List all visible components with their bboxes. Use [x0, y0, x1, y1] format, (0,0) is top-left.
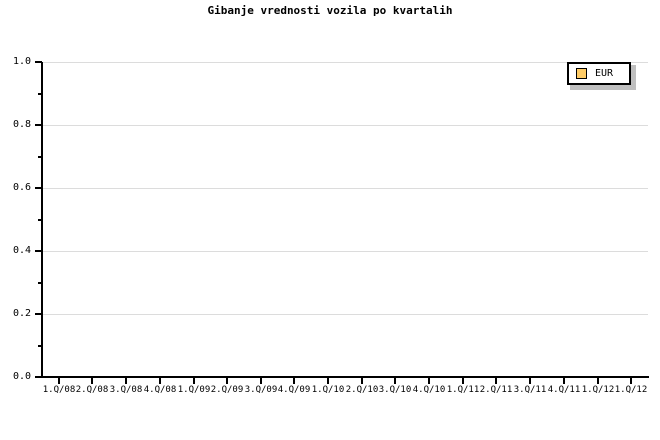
x-axis-tick [361, 378, 363, 384]
x-axis-tick [260, 378, 262, 384]
y-axis-label: 1.0 [12, 56, 31, 67]
y-axis-line [41, 62, 43, 378]
y-axis-tick-major [35, 187, 42, 189]
y-axis-label: 0.8 [12, 119, 31, 130]
gridline [42, 125, 648, 126]
legend-swatch-eur [576, 68, 587, 79]
y-axis-tick-minor [38, 218, 42, 221]
x-axis-label: 4.Q/09 [277, 385, 311, 395]
x-axis-label: 3.Q/10 [378, 385, 412, 395]
x-axis-label: 1.Q/12 [581, 385, 615, 395]
x-axis-tick [125, 378, 127, 384]
x-axis-tick [428, 378, 430, 384]
x-axis-tick [226, 378, 228, 384]
y-axis-label: 0.6 [12, 182, 31, 193]
x-axis-tick [462, 378, 464, 384]
y-axis-tick-major [35, 376, 42, 378]
y-axis-label: 0.4 [12, 245, 31, 256]
y-axis-tick-major [35, 124, 42, 126]
y-axis-tick-minor [38, 92, 42, 95]
x-axis-tick [193, 378, 195, 384]
x-axis-label: 1.Q/08 [42, 385, 76, 395]
x-axis-label: 2.Q/09 [210, 385, 244, 395]
y-axis-tick-major [35, 250, 42, 252]
x-axis-tick [563, 378, 565, 384]
x-axis-tick [529, 378, 531, 384]
x-axis-label: 2.Q/10 [345, 385, 379, 395]
gridline [42, 188, 648, 189]
x-axis-label: 1.Q/10 [311, 385, 345, 395]
chart-title: Gibanje vrednosti vozila po kvartalih [207, 4, 453, 17]
x-axis-label: 3.Q/11 [513, 385, 547, 395]
y-axis-tick-minor [38, 281, 42, 284]
x-axis-tick [495, 378, 497, 384]
gridline [42, 314, 648, 315]
x-axis-label: 3.Q/08 [109, 385, 143, 395]
y-axis-tick-minor [38, 344, 42, 347]
legend[interactable]: EUR [567, 62, 631, 85]
x-axis-label: 1.Q/12 [614, 385, 648, 395]
x-axis-tick [91, 378, 93, 384]
legend-label-eur: EUR [595, 68, 614, 79]
x-axis-label: 1.Q/09 [177, 385, 211, 395]
x-axis-line [41, 376, 649, 378]
gridline [42, 62, 648, 63]
y-axis-tick-minor [38, 155, 42, 158]
x-axis-label: 2.Q/08 [75, 385, 109, 395]
x-axis-tick [327, 378, 329, 384]
x-axis-tick [58, 378, 60, 384]
x-axis-label: 3.Q/09 [244, 385, 278, 395]
x-axis-tick [630, 378, 632, 384]
gridline [42, 251, 648, 252]
x-axis-label: 4.Q/10 [412, 385, 446, 395]
x-axis-tick [394, 378, 396, 384]
x-axis-label: 4.Q/08 [143, 385, 177, 395]
x-axis-label: 1.Q/11 [446, 385, 480, 395]
x-axis-tick [159, 378, 161, 384]
plot-area [42, 62, 648, 377]
x-axis-label: 2.Q/11 [479, 385, 513, 395]
x-axis-tick [293, 378, 295, 384]
y-axis-label: 0.2 [12, 308, 31, 319]
y-axis-label: 0.0 [12, 371, 31, 382]
y-axis-tick-major [35, 313, 42, 315]
y-axis-tick-major [35, 61, 42, 63]
x-axis-tick [597, 378, 599, 384]
x-axis-label: 4.Q/11 [547, 385, 581, 395]
